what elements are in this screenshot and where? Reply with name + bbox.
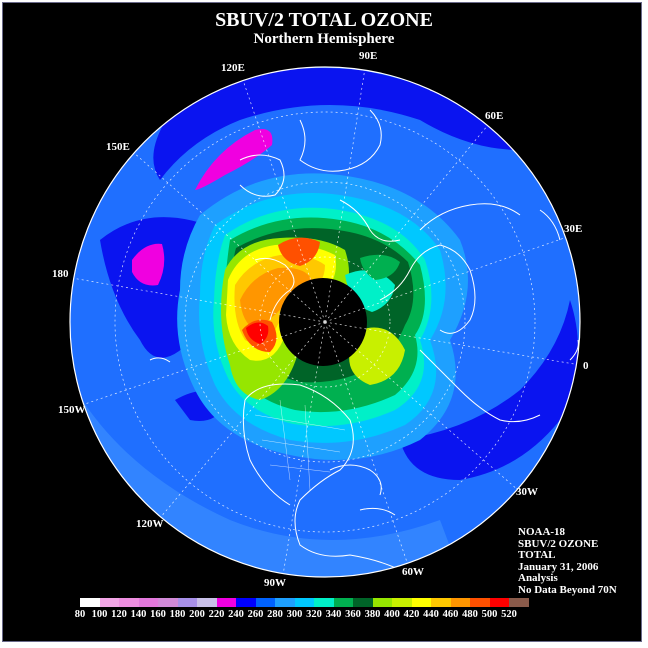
colorbar-swatch <box>333 598 353 607</box>
low-ozone-spot-east <box>195 129 273 190</box>
map-title: SBUV/2 TOTAL OZONE <box>215 9 433 31</box>
colorbar-tick-label: 460 <box>442 609 459 620</box>
colorbar-swatch <box>353 598 373 607</box>
contour-340-inner <box>360 254 400 280</box>
colorbar-tick-label: 520 <box>501 609 517 620</box>
colorbar-swatch <box>372 598 392 607</box>
colorbar-swatch <box>275 598 295 607</box>
colorbar-tick-label: 380 <box>364 609 381 620</box>
colorbar-tick-label: 140 <box>130 609 147 620</box>
info-nodata-note: No Data Beyond 70N <box>518 583 617 596</box>
colorbar-swatch <box>177 598 197 607</box>
info-instrument: SBUV/2 OZONE <box>518 537 599 550</box>
lon-label-150w: 150W <box>58 404 86 416</box>
low-ozone-spot-west <box>132 243 165 286</box>
colorbar-tick-label: 400 <box>384 609 400 620</box>
colorbar-tick-label: 220 <box>208 609 225 620</box>
contour-500 <box>246 322 269 344</box>
colorbar-tick-label: 280 <box>267 609 283 620</box>
lon-label-180: 180 <box>52 268 69 280</box>
colorbar-swatch <box>431 598 451 607</box>
coastlines <box>149 89 579 571</box>
colorbar-swatch <box>314 598 334 607</box>
lon-label-60w: 60W <box>402 566 424 578</box>
colorbar-tick-label: 440 <box>423 609 439 620</box>
info-type: Analysis <box>518 572 558 584</box>
colorbar-swatch <box>158 598 178 607</box>
graticule <box>71 67 580 576</box>
info-panel: NOAA-18 SBUV/2 OZONE TOTAL January 31, 2… <box>518 526 617 596</box>
colorbar-swatch <box>450 598 470 607</box>
map-subtitle: Northern Hemisphere <box>253 31 395 47</box>
colorbar-swatch <box>489 598 509 607</box>
lon-label-120e: 120E <box>221 62 245 74</box>
colorbar-tick-label: 160 <box>150 609 166 620</box>
colorbar-tick-label: 480 <box>462 609 478 620</box>
colorbar-swatch <box>119 598 139 607</box>
lon-label-150e: 150E <box>106 141 130 153</box>
lon-label-0: 0 <box>583 360 589 372</box>
colorbar-tick-label: 120 <box>111 609 127 620</box>
colorbar-swatch <box>197 598 217 607</box>
colorbar-swatch <box>255 598 275 607</box>
contour-400-south <box>349 327 405 385</box>
colorbar-swatch <box>294 598 314 607</box>
colorbar-swatch <box>392 598 412 607</box>
colorbar-swatch <box>411 598 431 607</box>
colorbar-tick-label: 180 <box>169 609 186 620</box>
colorbar-tick-label: 240 <box>228 609 244 620</box>
colorbar-tick-label: 80 <box>74 609 86 620</box>
colorbar-tick-label: 340 <box>325 609 342 620</box>
colorbar-swatch <box>509 598 529 607</box>
colorbar-swatch <box>216 598 236 607</box>
colorbar <box>80 598 529 607</box>
colorbar-tick-label: 320 <box>306 609 322 620</box>
colorbar-tick-label: 300 <box>286 609 303 620</box>
info-satellite: NOAA-18 <box>518 526 566 538</box>
contour-240-north <box>153 68 521 180</box>
colorbar-tick-label: 420 <box>403 609 420 620</box>
colorbar-tick-label: 360 <box>345 609 361 620</box>
contour-240-southeast <box>400 300 578 480</box>
lon-label-90e: 90E <box>359 50 378 62</box>
lon-label-30w: 30W <box>516 486 538 498</box>
map-boundary <box>69 66 581 578</box>
colorbar-swatch <box>80 598 100 607</box>
lon-label-120w: 120W <box>136 518 164 530</box>
lon-label-30e: 30E <box>564 223 583 235</box>
colorbar-tick-label: 200 <box>189 609 205 620</box>
borders <box>254 399 346 491</box>
colorbar-ticks: 80 100 120 140 160 180 200 220 240 260 280 300 320 34… <box>0 609 648 623</box>
colorbar-swatch <box>236 598 256 607</box>
colorbar-swatch <box>470 598 490 607</box>
colorbar-swatch <box>138 598 158 607</box>
colorbar-tick-label: 100 <box>91 609 108 620</box>
lon-label-90w: 90W <box>264 577 286 589</box>
colorbar-tick-label: 260 <box>247 609 264 620</box>
colorbar-swatch <box>99 598 119 607</box>
info-date: January 31, 2006 <box>518 560 599 573</box>
lon-label-60e: 60E <box>485 110 504 122</box>
colorbar-tick-label: 500 <box>481 609 498 620</box>
info-product: TOTAL <box>518 549 556 561</box>
